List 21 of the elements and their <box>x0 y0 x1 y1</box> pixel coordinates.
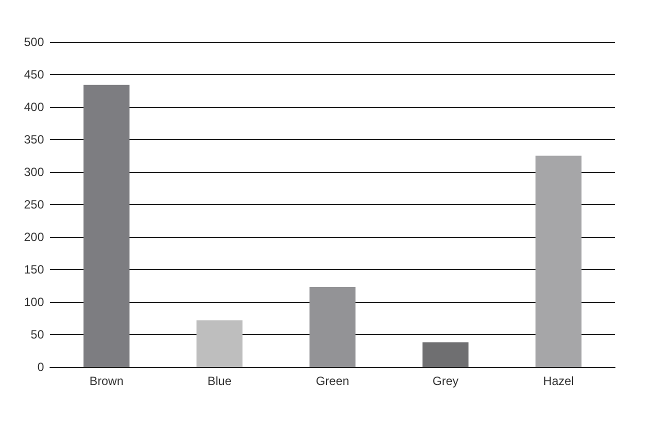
y-tick-label: 200 <box>24 230 44 244</box>
bar <box>310 287 356 367</box>
x-tick-label: Blue <box>207 374 232 388</box>
x-tick-label: Grey <box>432 374 459 388</box>
bar <box>536 156 582 367</box>
y-tick-label: 500 <box>24 35 44 49</box>
y-tick-label: 300 <box>24 165 44 179</box>
x-tick-label: Hazel <box>543 374 574 388</box>
bar <box>422 342 468 367</box>
y-tick-label: 50 <box>30 328 44 342</box>
y-tick-label: 400 <box>24 100 44 114</box>
y-tick-label: 150 <box>24 262 44 276</box>
x-tick-label: Brown <box>89 374 124 388</box>
bar <box>84 84 130 367</box>
y-tick-label: 450 <box>24 68 44 82</box>
y-tick-label: 350 <box>24 132 44 146</box>
y-tick-label: 0 <box>37 360 44 374</box>
x-tick-label: Green <box>316 374 350 388</box>
bar <box>196 320 242 367</box>
y-tick-label: 250 <box>24 198 44 212</box>
y-tick-label: 100 <box>24 295 44 309</box>
